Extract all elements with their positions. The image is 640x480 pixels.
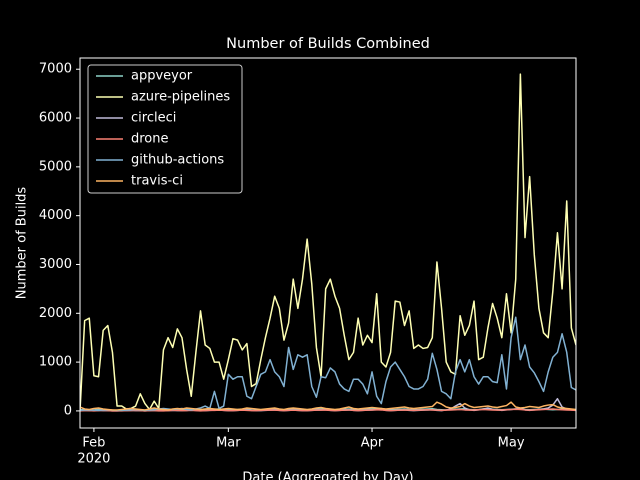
series-line <box>80 73 576 411</box>
series-line <box>80 316 576 412</box>
y-tick-label: 6000 <box>39 111 72 126</box>
x-tick-label: Feb <box>82 436 105 451</box>
legend-label: circleci <box>131 111 176 126</box>
legend-label: github-actions <box>131 153 224 168</box>
legend-label: appveyor <box>131 69 193 84</box>
x-tick-label: Mar <box>216 436 241 451</box>
y-tick-label: 1000 <box>39 355 72 370</box>
series-line <box>80 408 576 412</box>
y-tick-label: 7000 <box>39 62 72 77</box>
legend-label: drone <box>131 132 169 147</box>
y-tick-label: 0 <box>64 403 72 418</box>
y-axis-label: Number of Builds <box>15 187 30 300</box>
x-offset-label: 2020 <box>77 452 110 467</box>
x-tick-label: May <box>498 436 525 451</box>
chart-title: Number of Builds Combined <box>226 36 430 52</box>
y-tick-label: 5000 <box>39 159 72 174</box>
x-tick-label: Apr <box>361 436 384 451</box>
plot-frame <box>79 57 577 429</box>
x-axis-label: Date (Aggregated by Day) <box>242 471 413 480</box>
y-tick-label: 4000 <box>39 208 72 223</box>
legend-box <box>87 64 243 194</box>
legend-label: travis-ci <box>131 174 183 189</box>
series-line <box>80 401 576 411</box>
y-tick-label: 2000 <box>39 306 72 321</box>
legend-label: azure-pipelines <box>131 90 230 105</box>
y-tick-label: 3000 <box>39 257 72 272</box>
